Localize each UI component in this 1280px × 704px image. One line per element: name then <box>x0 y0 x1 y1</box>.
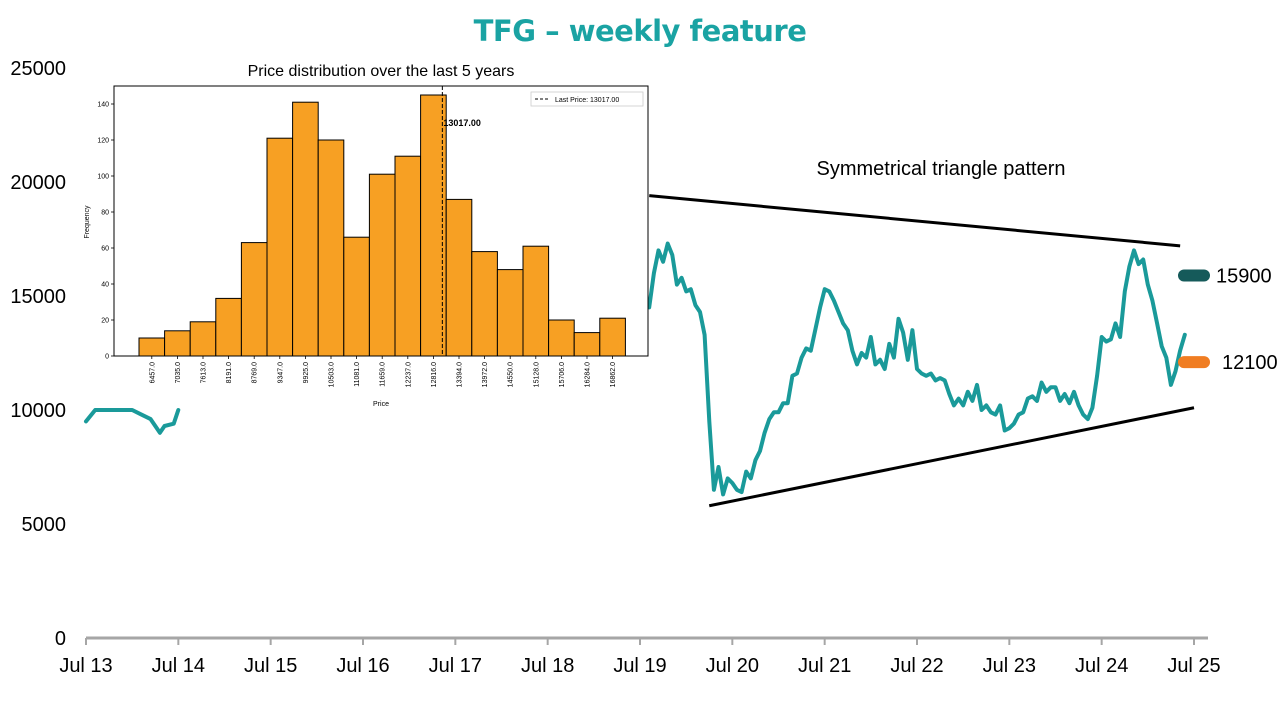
x-tick-label: Jul 18 <box>521 655 574 677</box>
level-marker-12100 <box>1178 356 1210 369</box>
chart-title: TFG – weekly feature <box>473 14 807 48</box>
histogram-y-tick-label: 60 <box>101 246 109 253</box>
price-series-line <box>647 241 1187 497</box>
histogram-x-tick-label: 7035.0 <box>175 362 182 384</box>
histogram-legend <box>530 91 644 107</box>
y-tick-label: 10000 <box>10 400 66 422</box>
histogram-x-tick-label: 14550.0 <box>508 362 515 387</box>
histogram-x-tick-label: 9347.0 <box>277 362 284 384</box>
histogram-x-label: Price <box>373 401 389 408</box>
histogram-x-tick-label: 13394.0 <box>457 362 464 387</box>
price-series-line <box>84 408 181 435</box>
histogram-bar <box>189 321 217 357</box>
histogram-x-tick-label: 11081.0 <box>354 362 361 387</box>
y-tick-label: 25000 <box>10 58 66 80</box>
histogram-x-tick-label: 10503.0 <box>329 362 336 387</box>
last-price-label: 13017.00 <box>443 118 481 128</box>
histogram-bar <box>138 337 166 357</box>
histogram-x-tick-label: 12237.0 <box>405 362 412 387</box>
histogram-bar <box>240 242 268 357</box>
x-tick-label: Jul 21 <box>798 655 851 677</box>
lower-trendline <box>708 406 1195 508</box>
histogram-bar <box>292 101 319 357</box>
histogram-x-tick-label: 8769.0 <box>252 362 259 384</box>
x-tick-label: Jul 19 <box>613 655 666 677</box>
x-tick-label: Jul 17 <box>429 655 482 677</box>
histogram-x-tick-label: 11659.0 <box>380 362 387 387</box>
histogram-x-tick-label: 6457.0 <box>149 362 156 384</box>
histogram-y-tick-label: 100 <box>97 174 109 181</box>
histogram-bar <box>471 251 498 357</box>
histogram-x-tick-label: 16284.0 <box>585 362 592 387</box>
histogram-bar <box>215 297 242 357</box>
histogram-x-tick-label: 15706.0 <box>559 362 566 387</box>
histogram-y-label: Frequency <box>84 205 91 239</box>
y-tick-label: 5000 <box>22 514 67 536</box>
histogram-x-tick-label: 12816.0 <box>431 362 438 387</box>
histogram-bar <box>496 269 524 357</box>
histogram-y-tick-label: 80 <box>101 210 109 217</box>
histogram-bar <box>343 236 370 357</box>
x-tick-label: Jul 16 <box>336 655 389 677</box>
y-tick-label: 0 <box>55 628 66 650</box>
histogram-bar <box>599 317 626 357</box>
histogram-bar <box>394 155 422 357</box>
histogram-bar <box>548 319 575 357</box>
histogram-x-tick-label: 15128.0 <box>533 362 540 387</box>
histogram-x-tick-label: 16862.0 <box>610 362 617 387</box>
x-tick-label: Jul 22 <box>890 655 943 677</box>
histogram-x-tick-label: 13972.0 <box>482 362 489 387</box>
level-marker-15900 <box>1178 269 1210 282</box>
x-tick-label: Jul 20 <box>706 655 759 677</box>
histogram-bar <box>573 332 601 357</box>
y-tick-label: 20000 <box>10 172 66 194</box>
histogram-y-tick-label: 40 <box>101 282 109 289</box>
histogram-bar <box>368 173 396 357</box>
histogram-y-tick-label: 120 <box>97 138 109 145</box>
histogram-bar <box>317 139 345 357</box>
pattern-annotation: Symmetrical triangle pattern <box>817 158 1066 180</box>
histogram-bar <box>164 330 191 357</box>
histogram-y-tick-label: 140 <box>97 102 109 109</box>
histogram-bar <box>266 137 294 357</box>
y-tick-label: 15000 <box>10 286 66 308</box>
level-label-12100: 12100 <box>1222 352 1278 374</box>
x-tick-label: Jul 24 <box>1075 655 1128 677</box>
level-label-15900: 15900 <box>1216 265 1272 287</box>
x-tick-label: Jul 14 <box>152 655 205 677</box>
histogram-x-tick-label: 8191.0 <box>226 362 233 384</box>
x-tick-label: Jul 25 <box>1167 655 1220 677</box>
histogram-bar <box>522 245 550 357</box>
histogram-bar <box>445 198 473 357</box>
histogram-y-tick-label: 20 <box>101 318 109 325</box>
upper-trendline <box>649 194 1181 248</box>
x-tick-label: Jul 23 <box>983 655 1036 677</box>
legend-label: Last Price: 13017.00 <box>555 97 619 104</box>
x-tick-label: Jul 13 <box>59 655 112 677</box>
histogram-y-tick-label: 0 <box>105 354 109 361</box>
histogram-title: Price distribution over the last 5 years <box>248 63 515 80</box>
x-tick-label: Jul 15 <box>244 655 297 677</box>
histogram-x-tick-label: 9925.0 <box>303 362 310 384</box>
histogram-x-tick-label: 7613.0 <box>201 362 208 384</box>
